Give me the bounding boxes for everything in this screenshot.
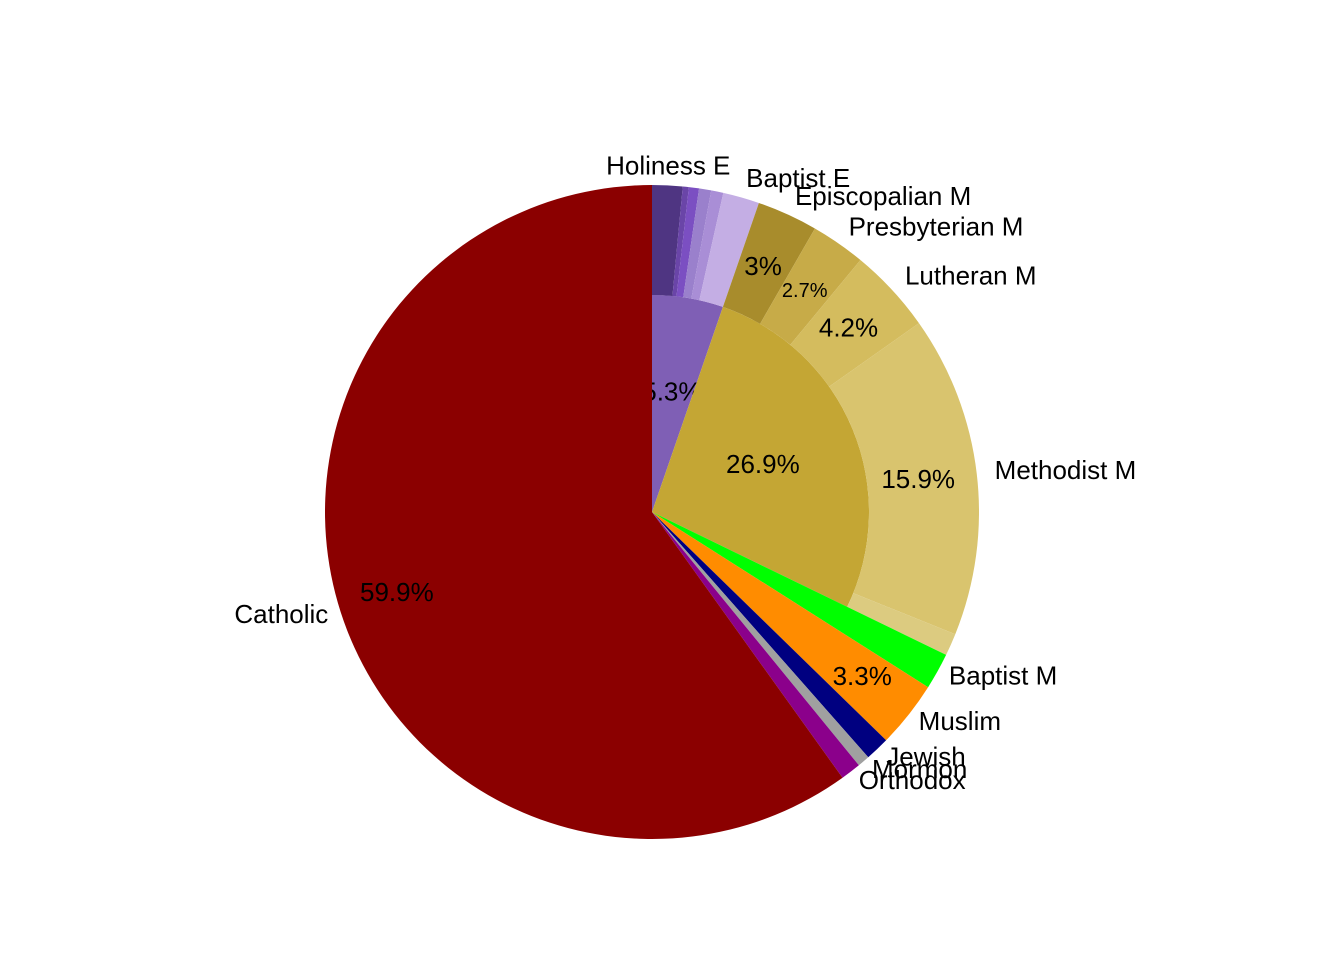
slice <box>652 512 887 758</box>
value-label: 26.9% <box>726 449 800 479</box>
slice <box>760 228 861 345</box>
value-label: 15.9% <box>881 464 955 494</box>
slice <box>676 187 700 298</box>
slice-label: Baptist E <box>746 163 850 193</box>
slice <box>672 186 689 297</box>
slice <box>652 185 683 296</box>
slice <box>699 192 759 307</box>
slice <box>652 512 859 778</box>
slice-label: Presbyterian M <box>849 211 1024 241</box>
slice-label: Holiness E <box>606 150 730 180</box>
value-label: 59.9% <box>360 577 434 607</box>
slice <box>829 323 979 635</box>
slice-label: Mormon <box>872 754 967 784</box>
slice <box>652 306 869 607</box>
slice-label: Methodist M <box>995 455 1137 485</box>
slice <box>847 593 956 655</box>
slice <box>652 512 869 766</box>
slice-label: Jewish <box>886 741 965 771</box>
slice <box>325 185 843 839</box>
slice-label: Catholic <box>234 599 328 629</box>
slice-label: Episcopalian M <box>795 181 971 211</box>
slice <box>652 512 929 741</box>
value-label: 3.3% <box>833 661 892 691</box>
value-label: 2.7% <box>782 280 828 302</box>
slice <box>683 188 712 299</box>
slice <box>652 512 947 688</box>
slice-label: Lutheran M <box>905 260 1037 290</box>
slice-label: Muslim <box>919 706 1001 736</box>
slice <box>691 190 724 301</box>
slice <box>722 202 815 324</box>
value-label: 3% <box>744 251 782 281</box>
slice <box>790 260 919 387</box>
slice <box>652 295 723 512</box>
slice-label: Baptist M <box>949 661 1057 691</box>
value-label: 4.2% <box>819 313 878 343</box>
slice-label: Orthodox <box>859 765 966 795</box>
